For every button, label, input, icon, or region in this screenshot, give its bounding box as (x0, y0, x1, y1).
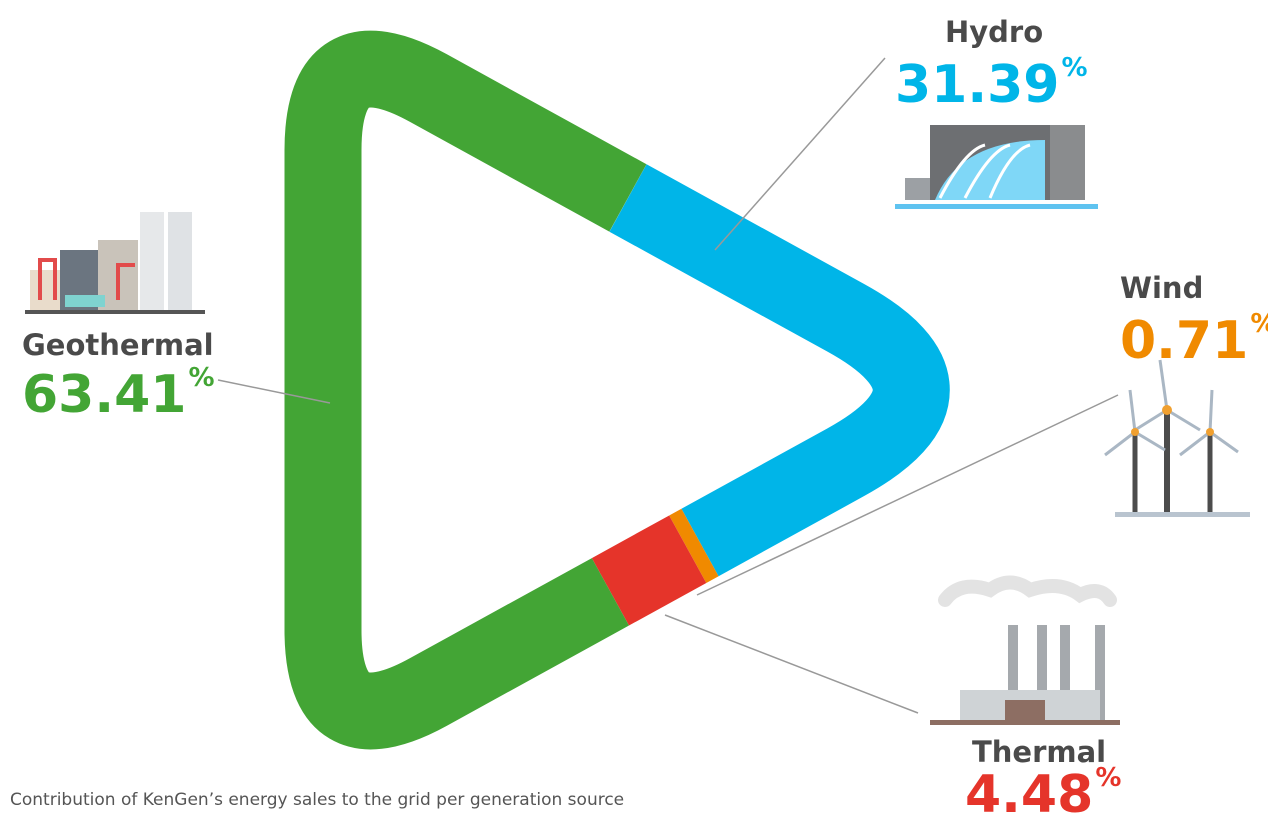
category-label: Hydro (945, 15, 1043, 49)
unit-label: % (1061, 53, 1087, 83)
chart: Contribution of KenGen’s energy sales to… (0, 0, 1268, 820)
ring-segment (323, 69, 911, 711)
ring (323, 69, 911, 711)
unit-label: % (188, 363, 214, 393)
caption: Contribution of KenGen’s energy sales to… (10, 790, 624, 810)
geothermal-icon (25, 212, 205, 314)
category-label: Wind (1120, 271, 1203, 305)
value-label: 31.39 (895, 55, 1059, 115)
value-label: 4.48 (965, 765, 1093, 820)
leader-line (715, 58, 885, 250)
unit-label: % (1095, 763, 1121, 793)
thermal-icon (930, 583, 1120, 726)
hydro-icon (895, 125, 1098, 209)
leader-line (665, 615, 918, 713)
unit-label: % (1250, 309, 1268, 339)
value-label: 0.71 (1120, 311, 1248, 371)
wind-icon (1105, 360, 1250, 517)
category-label: Thermal (972, 735, 1106, 769)
value-label: 63.41 (22, 365, 186, 425)
category-label: Geothermal (22, 328, 214, 362)
